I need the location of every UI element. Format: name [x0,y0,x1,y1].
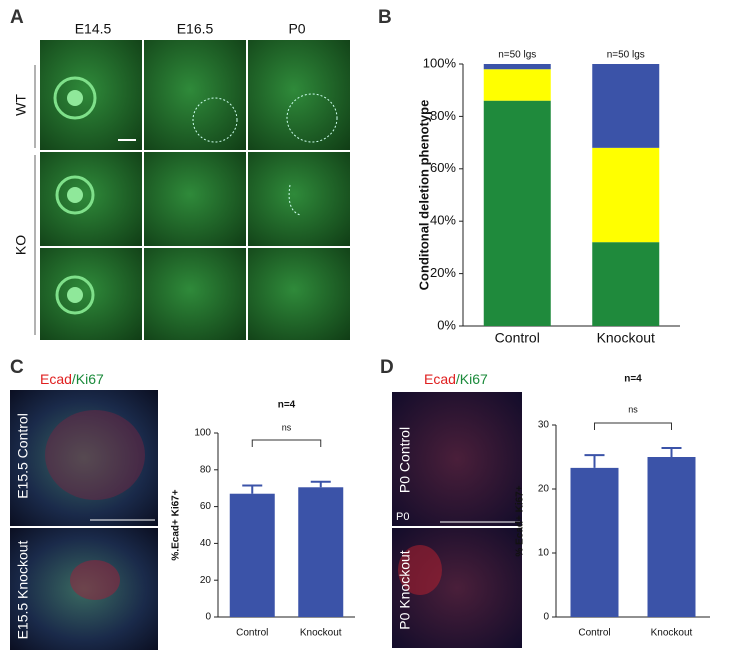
y-tick-label: 30 [538,420,550,431]
panel-letter: A [10,7,24,28]
annotation: n=4 [278,400,296,411]
stain-label: Ecad/Ki67 [40,371,104,387]
error-bar [584,454,605,468]
x-tick-label: Knockout [597,330,655,346]
panel-letter: C [10,357,24,378]
y-axis-label: %.Ecad+ Ki67+ [171,489,182,560]
row-label: KO [13,235,29,255]
annotation: n=50 lgs [607,50,645,61]
x-tick-label: Control [578,628,610,639]
bar-segment [483,100,551,327]
image-label: E15.5 Knockout [15,540,31,639]
annotation: n=50 lgs [498,50,536,61]
annotation: n=4 [624,374,642,385]
y-tick-label: 10 [538,548,550,559]
stain-ki67: /Ki67 [72,371,104,387]
micrograph [392,392,522,648]
y-tick-label: 80% [430,108,456,123]
x-tick-label: Control [495,330,540,346]
y-tick-label: 20 [200,575,212,586]
error-bar [661,447,682,457]
image-label: P0 Knockout [397,550,413,629]
y-tick-label: 100 [194,428,211,439]
bar [647,457,696,617]
bar-segment [592,64,660,148]
bar [570,467,619,617]
annotation: ns [628,404,638,414]
error-bar [310,480,331,488]
panel-letter: B [378,7,392,28]
bar-segment [483,64,551,70]
column-header: E16.5 [177,21,214,37]
significance-bracket [594,422,672,430]
annotation: ns [282,422,292,432]
y-axis-label: Conditonal deletion phenotype [416,100,431,291]
x-tick-label: Knockout [300,628,342,639]
y-axis-label: % Ecad+ Ki67+ [515,485,526,556]
error-bar [242,484,263,494]
y-tick-label: 40 [200,538,212,549]
image-inset-label: P0 [396,511,409,523]
y-tick-label: 60 [200,501,212,512]
y-tick-label: 0% [437,317,456,332]
panel-letter: D [380,357,394,378]
y-tick-label: 100% [423,55,457,70]
y-tick-label: 0 [543,612,549,623]
y-tick-label: 80 [200,464,212,475]
bar [298,487,344,617]
x-tick-label: Control [236,628,268,639]
y-tick-label: 20 [538,484,550,495]
y-tick-label: 60% [430,160,456,175]
micrograph [10,390,158,650]
y-tick-label: 40% [430,213,456,228]
y-tick-label: 0 [205,612,211,623]
stain-label: Ecad/Ki67 [424,371,488,387]
bar-segment [592,242,660,326]
significance-bracket [251,439,322,447]
bar-segment [592,147,660,243]
column-header: E14.5 [75,21,112,37]
bar-segment [483,69,551,101]
image-label: E15.5 Control [15,413,31,499]
stain-ecad: Ecad [40,371,72,387]
y-tick-label: 20% [430,265,456,280]
stain-ki67: /Ki67 [456,371,488,387]
bar [229,493,275,617]
column-header: P0 [288,21,305,37]
image-label: P0 Control [397,427,413,493]
row-label: WT [13,94,29,116]
micrograph-grid [34,40,350,340]
stain-ecad: Ecad [424,371,456,387]
x-tick-label: Knockout [651,628,693,639]
